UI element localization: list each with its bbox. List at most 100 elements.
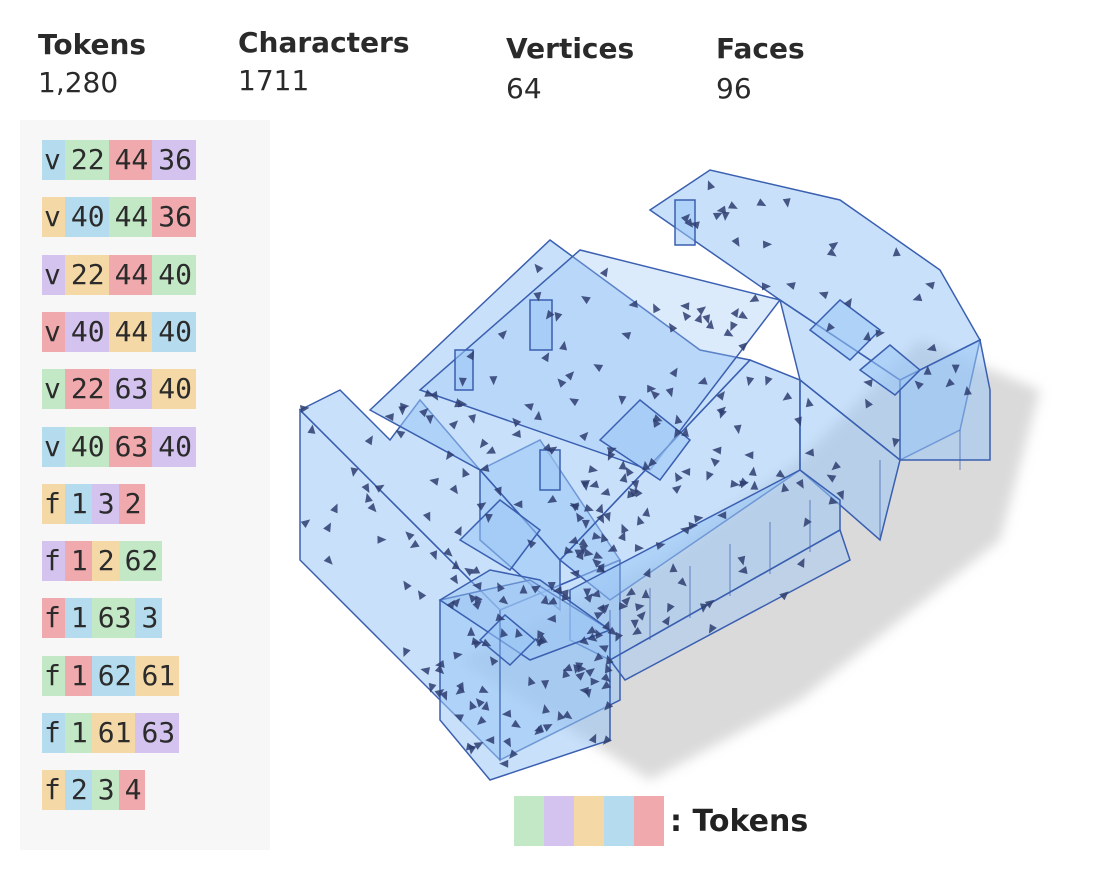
- token-arrow-glyph: [603, 511, 611, 522]
- token-arrow-glyph: [688, 521, 698, 530]
- token: v: [42, 140, 65, 180]
- token: 61: [91, 713, 136, 753]
- token-arrow-glyph: [642, 460, 651, 471]
- token-arrow-glyph: [479, 464, 490, 472]
- token-arrow-glyph: [628, 299, 638, 308]
- token-arrow-glyph: [749, 294, 760, 303]
- token-arrow-glyph: [569, 502, 579, 511]
- token-arrow-glyph: [591, 531, 602, 540]
- token-arrow-glyph: [323, 522, 332, 533]
- token-arrow-glyph: [472, 641, 483, 649]
- token-arrow-glyph: [420, 667, 431, 675]
- token-arrow-glyph: [578, 538, 589, 547]
- token-arrow-glyph: [425, 414, 434, 425]
- token-arrow-glyph: [365, 493, 373, 503]
- token-arrow-glyph: [489, 656, 499, 666]
- token-arrow-glyph: [596, 563, 605, 574]
- token-arrow-glyph: [584, 504, 594, 512]
- token-arrow-glyph: [618, 460, 627, 470]
- token-arrow-glyph: [417, 590, 427, 600]
- token-line: v 22 44 36: [42, 140, 197, 180]
- token-arrow-glyph: [419, 408, 429, 418]
- token-arrow-glyph: [696, 306, 707, 316]
- token-line: f 1 63 3: [42, 598, 163, 639]
- token-line: f 1 61 63: [42, 713, 180, 753]
- token-arrow-glyph: [533, 291, 542, 302]
- token-arrow-glyph: [737, 555, 746, 566]
- token-arrow-glyph: [632, 626, 642, 636]
- token-arrow-glyph: [669, 563, 678, 573]
- token-arrow-glyph: [446, 599, 455, 610]
- token-arrow-glyph: [739, 480, 749, 489]
- legend-swatch: [514, 796, 544, 846]
- token-arrow-glyph: [475, 698, 485, 708]
- token-arrow-glyph: [469, 700, 478, 711]
- token-arrow-glyph: [434, 688, 445, 698]
- token-arrow-glyph: [863, 331, 872, 341]
- token: f: [42, 770, 65, 811]
- stat-vertices: Vertices 64: [506, 32, 634, 106]
- token: v: [42, 369, 65, 410]
- token-arrow-glyph: [803, 517, 812, 528]
- token-arrow-glyph: [545, 309, 555, 320]
- token-arrow-glyph: [481, 638, 492, 647]
- token-panel: v 22 44 36 v 40 44 36 v 22 44 40 v 40 44 40 v 22 63 40 v 40 63…: [20, 120, 270, 850]
- token-arrow-glyph: [635, 603, 645, 612]
- token-arrow-glyph: [468, 593, 478, 604]
- token-arrow-glyph: [562, 663, 573, 672]
- token-arrow-glyph: [457, 399, 468, 408]
- token-arrow-glyph: [716, 391, 725, 401]
- legend-swatch: [634, 796, 664, 846]
- token-arrow-glyph: [601, 680, 611, 690]
- right-wing-front: [899, 338, 991, 461]
- token-arrow-glyph: [559, 340, 568, 351]
- dormer: [858, 344, 922, 396]
- token-line: f 1 2 62: [42, 541, 163, 582]
- token-arrow-glyph: [477, 716, 487, 726]
- token-arrow-glyph: [494, 486, 502, 497]
- token-arrow-glyph: [446, 450, 455, 460]
- token-arrow-glyph: [495, 613, 506, 622]
- token-arrow-glyph: [730, 321, 738, 332]
- token-arrow-glyph: [762, 282, 771, 291]
- token-arrow-glyph: [476, 502, 487, 511]
- token-arrow-glyph: [627, 490, 637, 499]
- token-arrow-glyph: [652, 414, 663, 422]
- token-arrow-glyph: [559, 589, 569, 598]
- token-arrow-glyph: [728, 201, 738, 209]
- token-arrow-glyph: [708, 623, 717, 634]
- token-arrow-glyph: [499, 759, 509, 768]
- token-arrow-glyph: [681, 427, 689, 437]
- token-arrow-glyph: [468, 414, 476, 424]
- token-arrow-glyph: [634, 487, 643, 498]
- token-arrow-glyph: [721, 211, 730, 221]
- token-arrow-glyph: [782, 392, 793, 401]
- token-arrows: [299, 180, 972, 768]
- token-arrow-glyph: [590, 589, 601, 598]
- token-arrow-glyph: [631, 480, 640, 490]
- token-arrow-glyph: [598, 645, 609, 653]
- token-arrow-glyph: [562, 668, 571, 679]
- token-arrow-glyph: [581, 295, 591, 305]
- mesh-visualization: [298, 169, 1040, 781]
- token-arrow-glyph: [546, 614, 557, 623]
- token-arrow-glyph: [377, 535, 387, 544]
- chimney: [539, 449, 561, 491]
- token-arrow-glyph: [601, 673, 611, 683]
- stat-value: 96: [716, 72, 752, 105]
- token-arrow-glyph: [531, 585, 541, 594]
- token-arrow-glyph: [448, 420, 459, 430]
- token: 40: [152, 426, 197, 467]
- token-arrow-glyph: [527, 539, 537, 549]
- token-arrow-glyph: [843, 298, 852, 308]
- token-arrow-glyph: [577, 664, 587, 673]
- token-arrow-glyph: [429, 477, 439, 486]
- token-arrow-glyph: [554, 312, 563, 322]
- token-arrow-glyph: [602, 620, 610, 631]
- token-arrow-glyph: [592, 558, 602, 568]
- token-arrow-glyph: [596, 513, 605, 524]
- token-arrow-glyph: [699, 603, 708, 613]
- token-arrow-glyph: [674, 472, 683, 483]
- token-arrow-glyph: [564, 546, 574, 555]
- token-arrow-glyph: [323, 555, 333, 565]
